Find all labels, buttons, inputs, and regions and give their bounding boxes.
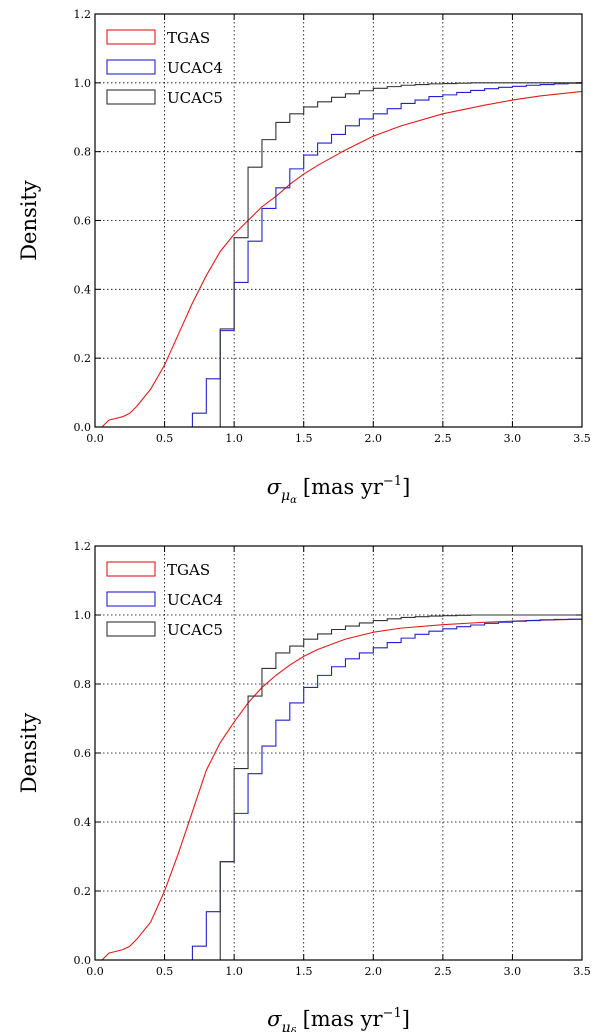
x-tick-label: 0.5 xyxy=(156,965,174,978)
y-tick-label: 0.4 xyxy=(74,816,92,829)
x-tick-label: 0.5 xyxy=(156,432,174,445)
x-tick-label: 1.0 xyxy=(225,965,243,978)
y-tick-label: 0.2 xyxy=(74,885,92,898)
x-axis-label-exp: −1 xyxy=(383,474,402,489)
legend-label-ucac5: UCAC5 xyxy=(167,621,223,639)
x-tick-label: 2.5 xyxy=(434,432,452,445)
series-ucac5-line xyxy=(178,82,582,427)
y-tick-label: 0.6 xyxy=(74,215,92,228)
x-tick-label: 1.5 xyxy=(295,432,313,445)
x-axis-label-symbol: σ xyxy=(267,475,282,499)
x-axis-label: σμδ [mas yr−1] xyxy=(267,1006,410,1032)
legend-label-tgas: TGAS xyxy=(167,561,210,579)
y-tick-label: 1.0 xyxy=(74,77,92,90)
x-axis-label-sub1: μ xyxy=(281,1020,290,1032)
legend-swatch-tgas xyxy=(106,29,156,45)
y-tick-label: 1.0 xyxy=(74,609,92,622)
x-tick-label: 3.5 xyxy=(573,965,591,978)
legend-swatch-ucac5 xyxy=(106,89,156,105)
legend-swatch-ucac4 xyxy=(106,59,156,75)
x-axis-label-unit: [mas yr xyxy=(303,1007,384,1031)
series-ucac5-line xyxy=(178,614,582,960)
y-tick-label: 0.8 xyxy=(74,146,92,159)
x-axis-label-sub1: μ xyxy=(281,488,290,504)
y-tick-label: 1.2 xyxy=(74,8,92,21)
y-axis-label: Density xyxy=(17,180,41,261)
x-axis-label-unit: [mas yr xyxy=(303,475,384,499)
legend-swatch-tgas xyxy=(106,561,156,577)
legend-label-ucac5: UCAC5 xyxy=(167,89,223,107)
x-axis-label-exp: −1 xyxy=(383,1006,402,1021)
x-axis-label-sub2: δ xyxy=(291,1027,297,1032)
chart-panel-1: 0.0 0.5 1.0 1.5 2.0 2.5 3.0 3.5 0.0 0.2 0.4 0.6 0.8 1… xyxy=(17,8,591,506)
x-axis-label-close: ] xyxy=(402,1007,410,1031)
x-tick-label: 3.0 xyxy=(504,965,522,978)
x-tick-label: 3.5 xyxy=(573,432,591,445)
x-axis-label-close: ] xyxy=(402,475,410,499)
series-ucac4-line xyxy=(178,82,582,427)
x-tick-label: 2.5 xyxy=(434,965,452,978)
x-tick-label: 2.0 xyxy=(365,432,383,445)
legend-swatch-ucac4 xyxy=(106,591,156,607)
x-tick-label: 0.0 xyxy=(86,432,104,445)
x-tick-label: 1.0 xyxy=(225,432,243,445)
legend-label-tgas: TGAS xyxy=(167,29,210,47)
y-tick-label: 0.0 xyxy=(74,421,92,434)
chart-panel-2: 0.0 0.5 1.0 1.5 2.0 2.5 3.0 3.5 0.0 0.2 0.4 0.6 0.8 1… xyxy=(17,540,591,1032)
y-axis-label: Density xyxy=(17,713,41,794)
y-tick-label: 0.8 xyxy=(74,678,92,691)
series-tgas-line xyxy=(101,90,582,427)
x-axis-label-sub2: α xyxy=(290,495,297,506)
series-tgas-line xyxy=(101,618,582,960)
legend-label-ucac4: UCAC4 xyxy=(167,591,223,609)
x-tick-label: 1.5 xyxy=(295,965,313,978)
y-tick-label: 0.0 xyxy=(74,954,92,967)
legend-swatch-ucac5 xyxy=(106,621,156,637)
x-axis-label: σμα [mas yr−1] xyxy=(267,474,411,506)
x-tick-label: 0.0 xyxy=(86,965,104,978)
y-tick-label: 0.6 xyxy=(74,747,92,760)
y-tick-label: 0.4 xyxy=(74,283,92,296)
series-ucac4-line xyxy=(178,617,582,960)
y-tick-label: 0.2 xyxy=(74,352,92,365)
legend-label-ucac4: UCAC4 xyxy=(167,59,223,77)
y-tick-label: 1.2 xyxy=(74,540,92,553)
x-tick-label: 2.0 xyxy=(365,965,383,978)
x-tick-label: 3.0 xyxy=(504,432,522,445)
x-axis-label-symbol: σ xyxy=(267,1007,282,1031)
